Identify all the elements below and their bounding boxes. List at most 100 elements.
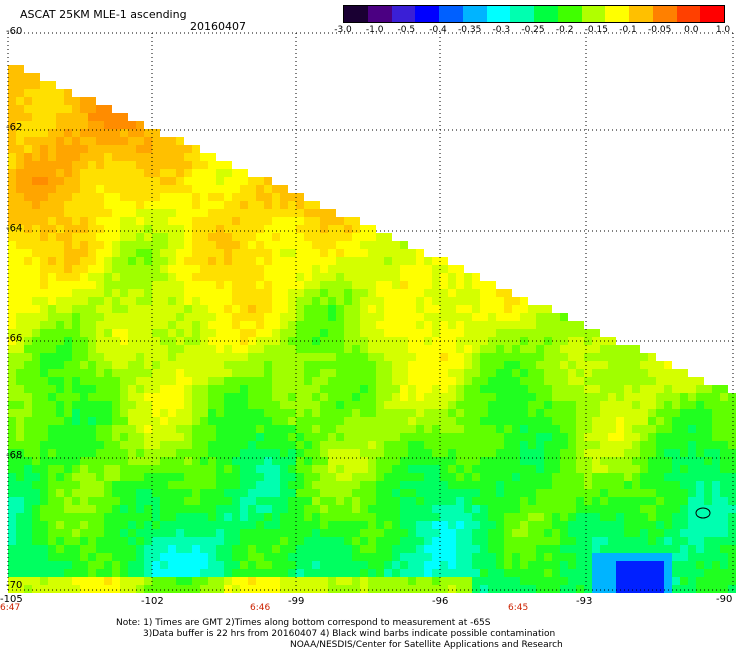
data-cell	[664, 521, 672, 529]
data-cell	[240, 265, 248, 273]
data-cell	[8, 305, 16, 313]
data-cell	[264, 233, 272, 241]
data-cell	[664, 449, 672, 457]
data-cell	[304, 369, 312, 377]
data-cell	[408, 577, 416, 585]
data-cell	[56, 505, 64, 513]
data-cell	[288, 521, 296, 529]
data-cell	[240, 545, 248, 553]
data-cell	[376, 529, 384, 537]
data-cell	[448, 289, 456, 297]
data-cell	[568, 401, 576, 409]
data-cell	[200, 433, 208, 441]
data-cell	[144, 321, 152, 329]
data-cell	[400, 585, 408, 593]
data-cell	[600, 361, 608, 369]
data-cell	[144, 417, 152, 425]
data-cell	[552, 569, 560, 577]
data-cell	[256, 513, 264, 521]
data-cell	[120, 225, 128, 233]
data-cell	[408, 361, 416, 369]
data-cell	[416, 273, 424, 281]
data-cell	[136, 441, 144, 449]
data-cell	[80, 401, 88, 409]
data-cell	[56, 273, 64, 281]
data-cell	[256, 537, 264, 545]
data-cell	[440, 321, 448, 329]
data-cell	[376, 513, 384, 521]
data-cell	[488, 281, 496, 289]
data-cell	[264, 273, 272, 281]
data-cell	[128, 137, 136, 145]
data-cell	[368, 321, 376, 329]
data-cell	[656, 521, 664, 529]
data-cell	[80, 249, 88, 257]
data-cell	[304, 577, 312, 585]
data-cell	[384, 585, 392, 593]
data-cell	[352, 529, 360, 537]
data-cell	[496, 361, 504, 369]
data-cell	[432, 489, 440, 497]
data-cell	[376, 297, 384, 305]
data-cell	[584, 537, 592, 545]
data-cell	[496, 425, 504, 433]
data-cell	[360, 457, 368, 465]
data-cell	[16, 497, 24, 505]
data-cell	[272, 473, 280, 481]
data-cell	[328, 545, 336, 553]
data-cell	[696, 505, 704, 513]
data-cell	[544, 329, 552, 337]
data-cell	[328, 513, 336, 521]
data-cell	[456, 545, 464, 553]
data-cell	[272, 577, 280, 585]
data-cell	[16, 321, 24, 329]
data-cell	[224, 345, 232, 353]
data-cell	[144, 385, 152, 393]
data-cell	[464, 345, 472, 353]
data-cell	[456, 497, 464, 505]
data-cell	[392, 569, 400, 577]
data-cell	[112, 345, 120, 353]
data-cell	[584, 385, 592, 393]
data-cell	[400, 473, 408, 481]
data-cell	[160, 313, 168, 321]
data-cell	[8, 441, 16, 449]
data-cell	[232, 569, 240, 577]
data-cell	[232, 297, 240, 305]
data-cell	[32, 121, 40, 129]
data-cell	[400, 409, 408, 417]
data-cell	[104, 209, 112, 217]
data-cell	[424, 409, 432, 417]
data-cell	[272, 273, 280, 281]
data-cell	[176, 233, 184, 241]
data-cell	[424, 465, 432, 473]
data-cell	[328, 369, 336, 377]
data-cell	[168, 561, 176, 569]
data-cell	[360, 353, 368, 361]
data-cell	[216, 297, 224, 305]
data-cell	[608, 425, 616, 433]
data-cell	[416, 449, 424, 457]
data-cell	[232, 185, 240, 193]
data-cell	[168, 233, 176, 241]
data-cell	[48, 505, 56, 513]
data-cell	[120, 273, 128, 281]
data-cell	[160, 377, 168, 385]
data-cell	[392, 505, 400, 513]
data-cell	[208, 465, 216, 473]
data-cell	[328, 225, 336, 233]
data-cell	[456, 369, 464, 377]
data-cell	[480, 473, 488, 481]
data-cell	[664, 377, 672, 385]
data-cell	[632, 449, 640, 457]
data-cell	[96, 417, 104, 425]
data-cell	[304, 513, 312, 521]
data-cell	[208, 553, 216, 561]
data-cell	[256, 313, 264, 321]
data-cell	[120, 177, 128, 185]
data-cell	[296, 353, 304, 361]
data-cell	[424, 441, 432, 449]
data-cell	[360, 545, 368, 553]
data-cell	[264, 385, 272, 393]
data-cell	[96, 329, 104, 337]
